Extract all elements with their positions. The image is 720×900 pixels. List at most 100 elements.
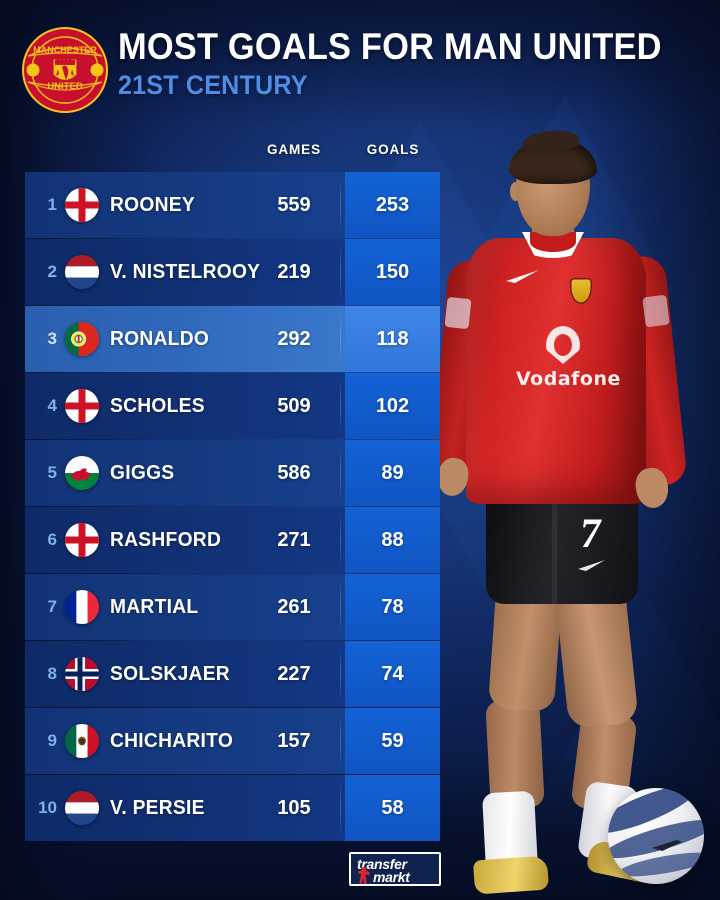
table-row[interactable]: 10 V. PERSIE 105 58 bbox=[25, 775, 440, 841]
table-row[interactable]: 8 SOLSKJAER 227 74 bbox=[25, 641, 440, 707]
column-divider bbox=[340, 245, 341, 299]
goals-value: 88 bbox=[381, 528, 404, 551]
games-value: 509 bbox=[277, 394, 311, 417]
ronaldo-photo: 7 Vodafone bbox=[430, 120, 720, 900]
player-name: V. NISTELROOY bbox=[110, 260, 261, 283]
flag-icon-netherlands bbox=[65, 255, 99, 289]
flag-icon-england bbox=[65, 188, 99, 222]
goals-block bbox=[345, 574, 440, 640]
games-value: 292 bbox=[277, 327, 311, 350]
goals-block bbox=[345, 306, 440, 372]
goals-value: 59 bbox=[381, 729, 404, 752]
flag-icon-norway bbox=[65, 657, 99, 691]
column-divider bbox=[340, 446, 341, 500]
page-subtitle: 21ST CENTURY bbox=[118, 70, 308, 100]
shorts bbox=[486, 488, 638, 604]
player-name: GIGGS bbox=[110, 461, 175, 484]
rank-number: 1 bbox=[47, 195, 57, 214]
collar-inner bbox=[530, 232, 576, 252]
games-value: 559 bbox=[277, 193, 311, 216]
logo-line-1: transfer bbox=[357, 856, 407, 872]
logo-line-2: markt bbox=[373, 869, 410, 885]
table-row[interactable]: 9 CHICHARITO 157 59 bbox=[25, 708, 440, 774]
games-value: 271 bbox=[277, 528, 311, 551]
table-row[interactable]: 6 RASHFORD 271 88 bbox=[25, 507, 440, 573]
table-row[interactable]: 5 GIGGS 586 89 bbox=[25, 440, 440, 506]
player-name: RONALDO bbox=[110, 327, 210, 350]
table-row[interactable]: 3 RONALDO 292 118 bbox=[25, 306, 440, 372]
crest-top-text: MANCHESTER bbox=[33, 45, 97, 55]
games-value: 261 bbox=[277, 595, 311, 618]
sponsor-text: Vodafone bbox=[516, 368, 621, 390]
football-icon bbox=[608, 788, 704, 884]
rank-number: 3 bbox=[47, 329, 57, 348]
games-value: 219 bbox=[277, 260, 311, 283]
nike-swoosh-icon bbox=[506, 270, 539, 283]
goals-block bbox=[345, 239, 440, 305]
goals-value: 89 bbox=[381, 461, 404, 484]
column-header-games: GAMES bbox=[266, 142, 321, 157]
player-name: CHICHARITO bbox=[110, 729, 234, 752]
flag-icon-wales bbox=[65, 456, 99, 490]
transfermarkt-logo: transfer markt bbox=[349, 852, 441, 886]
goals-block bbox=[345, 172, 440, 238]
goals-value: 118 bbox=[376, 327, 409, 350]
rank-number: 7 bbox=[47, 597, 57, 616]
goals-block bbox=[345, 373, 440, 439]
goals-value: 58 bbox=[381, 796, 404, 819]
column-divider bbox=[340, 714, 341, 768]
goals-value: 102 bbox=[375, 394, 410, 417]
player-name: RASHFORD bbox=[110, 528, 222, 551]
player-name: SOLSKJAER bbox=[110, 662, 230, 685]
table-row[interactable]: 2 V. NISTELROOY 219 150 bbox=[25, 239, 440, 305]
column-divider bbox=[340, 312, 341, 366]
hair bbox=[509, 138, 597, 184]
games-value: 157 bbox=[277, 729, 311, 752]
flag-icon-mexico bbox=[65, 724, 99, 758]
goals-block bbox=[345, 641, 440, 707]
table-row[interactable]: 1 ROONEY 559 253 bbox=[25, 172, 440, 238]
table-row[interactable]: 4 SCHOLES 509 102 bbox=[25, 373, 440, 439]
goals-block bbox=[345, 507, 440, 573]
page-title: MOST GOALS FOR MAN UNITED bbox=[118, 26, 662, 67]
goals-block bbox=[345, 440, 440, 506]
flag-icon-england bbox=[65, 523, 99, 557]
crest-bottom-text: UNITED bbox=[47, 81, 83, 92]
rank-number: 4 bbox=[47, 396, 57, 415]
flag-icon-portugal bbox=[65, 322, 99, 356]
table-row[interactable]: 7 MARTIAL 261 78 bbox=[25, 574, 440, 640]
rank-number: 8 bbox=[47, 664, 57, 683]
flag-icon-netherlands bbox=[65, 791, 99, 825]
games-value: 586 bbox=[277, 461, 311, 484]
manchester-united-crest-icon: MANCHESTER UNITED bbox=[22, 27, 108, 113]
rank-number: 6 bbox=[47, 530, 57, 549]
column-header-goals: GOALS bbox=[366, 142, 420, 157]
title-block: MOST GOALS FOR MAN UNITED 21ST CENTURY bbox=[118, 26, 703, 101]
player-name: ROONEY bbox=[110, 193, 195, 216]
flag-icon-france bbox=[65, 590, 99, 624]
rank-number: 10 bbox=[38, 798, 57, 817]
rank-number: 9 bbox=[47, 731, 57, 750]
sponsor-mark-icon bbox=[546, 326, 580, 364]
column-divider bbox=[340, 513, 341, 567]
column-divider bbox=[340, 781, 341, 835]
rank-number: 5 bbox=[47, 463, 57, 482]
rank-number: 2 bbox=[47, 262, 57, 281]
column-divider bbox=[340, 580, 341, 634]
jersey-crest-icon bbox=[570, 278, 592, 304]
goals-value: 150 bbox=[375, 260, 410, 283]
player-name: MARTIAL bbox=[110, 595, 199, 618]
goals-value: 253 bbox=[375, 193, 410, 216]
games-value: 105 bbox=[277, 796, 311, 819]
goals-block bbox=[345, 708, 440, 774]
jersey bbox=[466, 238, 646, 504]
ear bbox=[510, 182, 521, 201]
goals-value: 74 bbox=[381, 662, 404, 685]
column-divider bbox=[340, 647, 341, 701]
header: MANCHESTER UNITED MOST GOALS FOR MAN UNI… bbox=[0, 0, 720, 118]
games-value: 227 bbox=[277, 662, 311, 685]
goals-value: 78 bbox=[381, 595, 404, 618]
goals-block bbox=[345, 775, 440, 841]
column-divider bbox=[340, 178, 341, 232]
